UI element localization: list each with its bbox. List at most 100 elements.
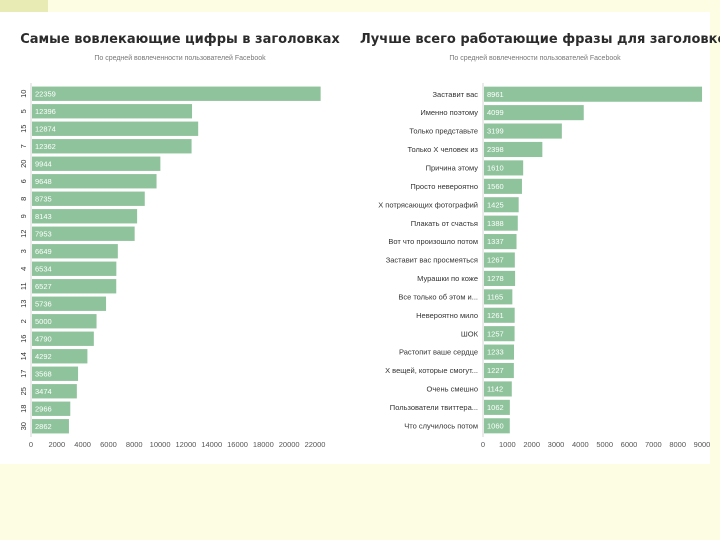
bar (32, 209, 138, 224)
bar-value-label: 12396 (35, 107, 56, 116)
bar-value-label: 8961 (487, 90, 504, 99)
bar-value-label: 1610 (487, 163, 504, 172)
bar (32, 401, 71, 416)
bar-value-label: 2398 (487, 145, 504, 154)
bar (32, 104, 193, 119)
bar (484, 105, 584, 121)
category-label: Именно поэтому (420, 108, 478, 117)
category-label: 8 (19, 197, 28, 201)
bar (32, 156, 161, 171)
category-label: Вот что произошло потом (388, 237, 478, 246)
x-tick-label: 6000 (621, 440, 638, 449)
x-tick-label: 14000 (201, 440, 222, 449)
x-tick-label: 8000 (669, 440, 686, 449)
category-label: 15 (19, 125, 28, 133)
bar (484, 141, 543, 158)
category-label: 17 (19, 370, 28, 378)
category-label: Все только об этом и... (398, 292, 478, 301)
bar-value-label: 6649 (35, 247, 52, 256)
phrases-chart: 8961 Заставит вас 4099 Именно поэтому 3199 То… (378, 83, 711, 449)
bar-value-label: 1142 (487, 385, 503, 394)
category-label: 2 (19, 319, 28, 323)
category-label: Просто невероятно (410, 182, 478, 191)
bar-value-label: 1425 (487, 200, 504, 209)
category-label: Только представьте (409, 127, 478, 136)
bar-value-label: 4292 (35, 352, 52, 361)
bar (484, 234, 517, 250)
category-label: Очень смешно (427, 385, 478, 394)
x-tick-label: 7000 (645, 440, 662, 449)
bar-value-label: 1267 (487, 256, 504, 265)
bar (32, 174, 157, 189)
numbers-chart-title: Самые вовлекающие цифры в заголовках (20, 32, 340, 47)
bar-value-label: 4099 (487, 108, 504, 117)
x-tick-label: 2000 (48, 440, 65, 449)
category-label: Растопит ваше сердце (399, 348, 478, 357)
bar (32, 86, 321, 101)
x-tick-label: 22000 (305, 440, 326, 449)
bar (484, 362, 514, 379)
numbers-chart: 2235910123965128741512362799442096486873… (19, 83, 326, 449)
x-tick-label: 2000 (523, 440, 540, 449)
bar (484, 215, 518, 231)
x-tick-label: 0 (481, 440, 485, 449)
category-label: 20 (19, 160, 28, 168)
bar (32, 349, 88, 364)
bar-value-label: 6527 (35, 282, 52, 291)
bar (32, 121, 199, 136)
category-label: 16 (19, 335, 28, 343)
bar (32, 279, 117, 294)
category-label: 25 (19, 387, 28, 395)
x-tick-label: 3000 (548, 440, 565, 449)
bar-value-label: 3474 (35, 387, 52, 396)
slide-canvas: Самые вовлекающие цифры в заголовках По … (0, 12, 720, 464)
bar-value-label: 1560 (487, 182, 504, 191)
x-tick-label: 10000 (150, 440, 171, 449)
category-label: 4 (19, 267, 28, 271)
category-label: Причина этому (426, 163, 479, 172)
bar-value-label: 1233 (487, 348, 504, 357)
phrases-chart-subtitle: По средней вовлеченности пользователей F… (449, 55, 621, 62)
bar (484, 178, 522, 194)
bar-value-label: 1278 (487, 274, 504, 283)
bar (484, 399, 510, 415)
bar (484, 381, 512, 397)
bar (484, 418, 510, 434)
phrases-chart-title: Лучше всего работающие фразы для заголов… (360, 32, 720, 47)
bar (32, 314, 97, 329)
bar-value-label: 1261 (487, 311, 504, 320)
category-label: Плакать от счастья (411, 219, 478, 228)
bar-value-label: 9944 (35, 159, 52, 168)
bar (484, 197, 519, 213)
category-label: 7 (19, 144, 28, 148)
bar (484, 270, 516, 286)
bar-value-label: 5000 (35, 317, 52, 326)
bar (484, 289, 513, 305)
bar (32, 226, 135, 241)
bar-value-label: 1060 (487, 421, 504, 430)
bar-value-label: 3568 (35, 369, 52, 378)
x-tick-label: 12000 (175, 440, 196, 449)
x-tick-label: 4000 (572, 440, 589, 449)
x-tick-label: 9000 (694, 440, 711, 449)
category-label: 14 (19, 352, 28, 360)
bar-value-label: 8143 (35, 212, 52, 221)
bar-value-label: 5736 (35, 299, 52, 308)
bar (32, 296, 107, 311)
bar (32, 191, 145, 206)
bar (484, 307, 515, 323)
category-label: 9 (19, 214, 28, 218)
x-tick-label: 5000 (596, 440, 613, 449)
bar-value-label: 2966 (35, 404, 52, 413)
bar (484, 326, 515, 342)
category-label: Пользователи твиттера... (390, 403, 478, 412)
bar-value-label: 9648 (35, 177, 52, 186)
x-tick-label: 8000 (126, 440, 143, 449)
x-tick-label: 18000 (253, 440, 274, 449)
bar-value-label: 3199 (487, 127, 504, 136)
bar-value-label: 22359 (35, 89, 56, 98)
category-label: 11 (19, 282, 28, 290)
bar-value-label: 6534 (35, 264, 52, 273)
category-label: 3 (19, 249, 28, 253)
bar (32, 419, 69, 434)
